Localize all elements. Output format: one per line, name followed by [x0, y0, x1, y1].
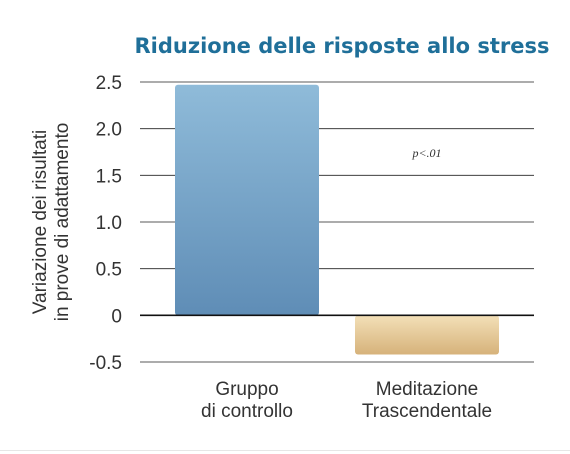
- y-axis-ticks: 2.5 2.0 1.5 1.0 0.5 0 -0.5: [89, 73, 122, 374]
- y-tick-label: 0.5: [96, 260, 122, 281]
- y-tick-label: 1.0: [96, 213, 122, 234]
- bar-gruppo-di-controllo: [175, 84, 319, 316]
- y-tick-label: 0: [111, 306, 122, 327]
- significance-annotation: p<.01: [411, 146, 441, 160]
- bottom-divider: [0, 450, 570, 451]
- y-tick-label: 2.0: [96, 120, 122, 141]
- y-tick-label: -0.5: [89, 353, 122, 374]
- x-category-label: Meditazione: [376, 379, 478, 400]
- x-category-label: di controllo: [201, 401, 293, 422]
- bar-meditazione-trascendentale: [355, 315, 499, 355]
- y-tick-label: 1.5: [96, 166, 122, 187]
- y-axis-label-line-1: Variazione dei risultati: [30, 130, 51, 314]
- x-category-label: Trascendentale: [362, 401, 492, 422]
- chart-title: Riduzione delle risposte allo stress: [135, 34, 550, 58]
- bars: [175, 84, 499, 355]
- y-tick-label: 2.5: [96, 73, 122, 94]
- y-axis-label-line-2: in prove di adattamento: [52, 123, 73, 322]
- x-category-label: Gruppo: [215, 379, 278, 400]
